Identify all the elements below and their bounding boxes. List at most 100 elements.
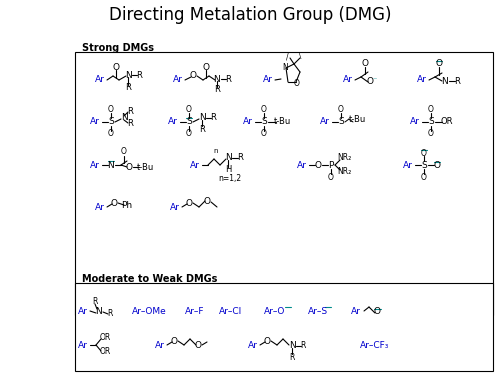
Text: Ar: Ar [297, 160, 307, 170]
Text: R: R [290, 352, 294, 362]
Text: R: R [454, 76, 460, 86]
Text: Ar: Ar [410, 117, 420, 126]
Text: Ar–CF₃: Ar–CF₃ [360, 340, 390, 350]
Text: Strong DMGs: Strong DMGs [82, 43, 154, 53]
Text: R: R [300, 342, 306, 351]
Text: Directing Metalation Group (DMG): Directing Metalation Group (DMG) [109, 6, 391, 24]
Text: O: O [186, 105, 192, 114]
Text: Ar: Ar [155, 340, 165, 350]
Text: O: O [194, 340, 202, 350]
Text: N: N [288, 342, 296, 351]
Text: O: O [436, 60, 442, 69]
Text: O: O [202, 63, 209, 72]
Text: Ar: Ar [403, 160, 413, 170]
Text: Moderate to Weak DMGs: Moderate to Weak DMGs [82, 274, 218, 284]
Text: OR: OR [100, 333, 110, 342]
Text: O: O [108, 129, 114, 138]
Text: O: O [314, 160, 322, 170]
Text: Ar: Ar [90, 117, 100, 126]
Text: R: R [127, 120, 133, 129]
Text: R: R [210, 114, 216, 123]
Text: O: O [190, 72, 196, 81]
Text: Ar: Ar [173, 75, 183, 84]
Text: Ar: Ar [417, 75, 427, 84]
Text: O: O [112, 63, 119, 72]
Text: R: R [199, 124, 205, 134]
Text: N: N [96, 308, 102, 316]
Text: Ar: Ar [263, 75, 273, 84]
Text: O: O [186, 198, 192, 207]
Text: O: O [434, 160, 440, 170]
Text: O: O [108, 105, 114, 114]
Text: ⁻: ⁻ [373, 75, 377, 84]
Text: O: O [428, 105, 434, 114]
Bar [75, 283, 493, 371]
Text: O: O [121, 147, 127, 156]
Text: Ar: Ar [95, 202, 105, 211]
Text: Ar: Ar [90, 160, 100, 170]
Text: Ar: Ar [320, 117, 330, 126]
Text: S: S [186, 117, 192, 126]
Text: R: R [136, 70, 142, 80]
Text: Ar–Cl: Ar–Cl [219, 306, 242, 315]
Text: O: O [338, 105, 344, 114]
Text: S: S [421, 160, 427, 170]
Text: Ph: Ph [122, 201, 132, 210]
Text: N: N [120, 114, 128, 123]
Text: Ar–O: Ar–O [264, 306, 285, 315]
Text: O: O [186, 129, 192, 138]
Text: O: O [421, 172, 427, 182]
Text: R: R [108, 309, 112, 318]
Text: S: S [338, 117, 344, 126]
Text: O: O [261, 105, 267, 114]
Text: t-Bu: t-Bu [348, 116, 366, 124]
Text: NR₂: NR₂ [337, 153, 351, 162]
Text: Ar: Ar [170, 202, 180, 211]
Text: N: N [214, 75, 220, 84]
Text: /: / [286, 53, 288, 62]
Text: O: O [261, 129, 267, 138]
Text: \: \ [299, 53, 301, 59]
Text: R: R [125, 84, 131, 93]
Text: O: O [294, 80, 300, 88]
Text: Ar: Ar [190, 160, 200, 170]
Text: n: n [214, 148, 218, 154]
Text: N: N [108, 160, 114, 170]
Text: H: H [225, 165, 231, 174]
Text: O: O [110, 198, 117, 207]
Text: R: R [237, 153, 243, 162]
Text: N: N [198, 114, 205, 123]
Text: Ar–F: Ar–F [185, 306, 204, 315]
Text: O: O [170, 336, 177, 345]
Text: Ar: Ar [78, 306, 88, 315]
Text: NR₂: NR₂ [337, 168, 351, 177]
Text: N: N [442, 76, 448, 86]
Text: R: R [214, 86, 220, 94]
Text: O: O [362, 60, 368, 69]
Text: N: N [124, 70, 132, 80]
Text: O: O [366, 76, 374, 86]
Text: P: P [328, 160, 334, 170]
Text: OR: OR [100, 348, 110, 357]
Text: Ar: Ar [168, 117, 178, 126]
Text: O: O [374, 308, 380, 316]
Text: n=1,2: n=1,2 [218, 174, 242, 183]
Text: R: R [92, 297, 98, 306]
Text: N: N [282, 63, 288, 72]
Text: t-Bu: t-Bu [274, 117, 290, 126]
Text: O: O [328, 174, 334, 183]
Text: S: S [428, 117, 434, 126]
Text: O: O [421, 148, 427, 158]
Text: Ar–OMe: Ar–OMe [132, 306, 167, 315]
Text: S: S [261, 117, 267, 126]
Text: Ar: Ar [248, 340, 258, 350]
Text: O: O [204, 196, 210, 206]
Text: O: O [264, 336, 270, 345]
Text: S: S [108, 117, 114, 126]
Text: Ar: Ar [343, 75, 353, 84]
Text: O: O [126, 162, 132, 171]
Text: Ar: Ar [78, 340, 88, 350]
Text: OR: OR [441, 117, 453, 126]
Text: R: R [225, 75, 231, 84]
Text: R: R [127, 108, 133, 117]
